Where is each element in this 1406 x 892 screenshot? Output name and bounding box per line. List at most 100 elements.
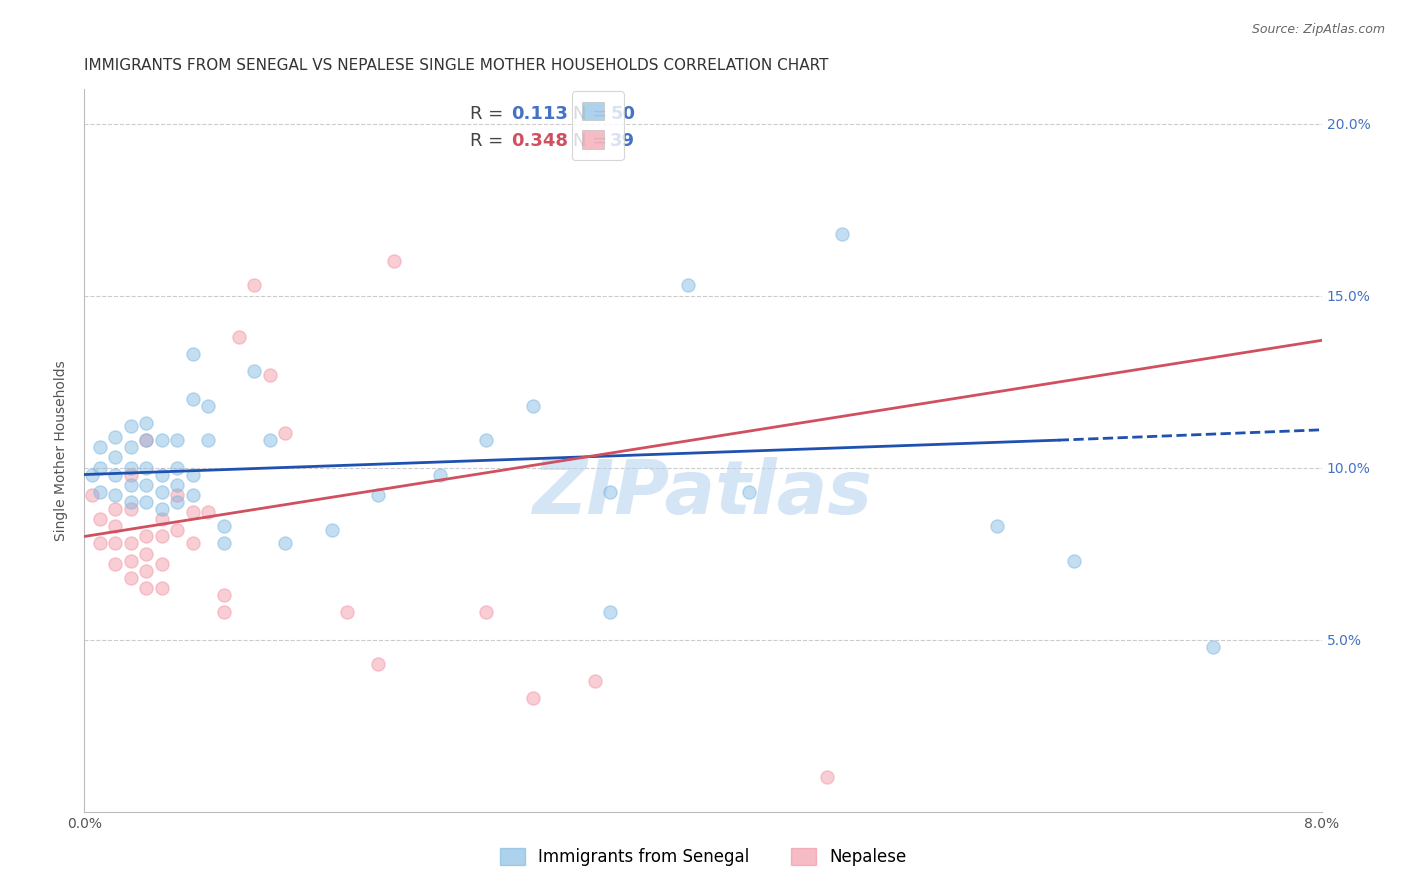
Point (104, 467, 127, 482)
Point (104, 488, 127, 502)
Point (181, 536, 204, 550)
Point (150, 467, 173, 482)
Point (89, 484, 111, 499)
Point (135, 433, 157, 447)
Point (104, 430, 127, 444)
Point (475, 605, 498, 619)
Point (243, 364, 266, 378)
Point (522, 691, 544, 706)
Point (166, 478, 188, 492)
Point (181, 467, 204, 482)
Point (243, 278, 266, 293)
Point (367, 488, 389, 502)
Text: N =: N = (574, 105, 613, 123)
Point (104, 502, 127, 516)
Point (259, 433, 281, 447)
Point (150, 512, 173, 526)
Text: Source: ZipAtlas.com: Source: ZipAtlas.com (1251, 23, 1385, 37)
Text: 39: 39 (610, 132, 636, 150)
Point (120, 571, 142, 585)
Point (274, 536, 297, 550)
Point (89, 440, 111, 454)
Point (228, 330, 250, 344)
Point (120, 419, 142, 434)
Point (166, 523, 188, 537)
Point (429, 467, 451, 482)
Point (104, 519, 127, 533)
Legend: , : , (572, 91, 624, 161)
Legend: Immigrants from Senegal, Nepalese: Immigrants from Senegal, Nepalese (491, 840, 915, 875)
Point (166, 488, 188, 502)
Point (583, 673, 606, 688)
Point (135, 529, 157, 543)
Point (150, 433, 173, 447)
Point (120, 502, 142, 516)
Point (166, 433, 188, 447)
Point (382, 254, 405, 268)
Point (135, 547, 157, 561)
Point (120, 467, 142, 482)
Point (135, 416, 157, 430)
Point (738, 484, 761, 499)
Point (150, 484, 173, 499)
Point (1063, 553, 1085, 567)
Point (274, 426, 297, 441)
Point (135, 581, 157, 595)
Point (89, 512, 111, 526)
Point (120, 536, 142, 550)
Text: 0.113: 0.113 (512, 105, 568, 123)
Point (104, 450, 127, 465)
Point (986, 519, 1008, 533)
Text: R =: R = (471, 105, 509, 123)
Text: R =: R = (471, 132, 509, 150)
Point (120, 460, 142, 475)
Point (212, 588, 235, 602)
Point (104, 557, 127, 571)
Point (336, 605, 359, 619)
Text: N =: N = (574, 132, 613, 150)
Point (135, 460, 157, 475)
Point (676, 278, 699, 293)
Point (599, 605, 621, 619)
Point (181, 505, 204, 519)
Point (89, 536, 111, 550)
Point (212, 605, 235, 619)
Point (150, 581, 173, 595)
Point (82, 488, 104, 502)
Point (150, 529, 173, 543)
Point (120, 495, 142, 509)
Text: ZIPatlas: ZIPatlas (533, 458, 873, 531)
Text: 50: 50 (610, 105, 636, 123)
Point (197, 505, 219, 519)
Point (599, 484, 621, 499)
Text: 0.348: 0.348 (512, 132, 568, 150)
Point (522, 399, 544, 413)
Point (475, 433, 498, 447)
Point (120, 478, 142, 492)
Point (367, 657, 389, 671)
Point (89, 460, 111, 475)
Point (197, 433, 219, 447)
Text: IMMIGRANTS FROM SENEGAL VS NEPALESE SINGLE MOTHER HOUSEHOLDS CORRELATION CHART: IMMIGRANTS FROM SENEGAL VS NEPALESE SING… (84, 58, 830, 73)
Point (135, 495, 157, 509)
Y-axis label: Single Mother Households: Single Mother Households (55, 360, 69, 541)
Point (135, 564, 157, 578)
Point (120, 440, 142, 454)
Point (831, 227, 853, 241)
Point (212, 519, 235, 533)
Point (166, 495, 188, 509)
Point (82, 467, 104, 482)
Point (135, 433, 157, 447)
Point (166, 460, 188, 475)
Point (135, 478, 157, 492)
Point (259, 368, 281, 382)
Point (150, 557, 173, 571)
Point (197, 399, 219, 413)
Point (120, 553, 142, 567)
Point (181, 347, 204, 361)
Point (321, 523, 343, 537)
Point (181, 392, 204, 406)
Point (212, 536, 235, 550)
Point (1202, 640, 1225, 654)
Point (104, 536, 127, 550)
